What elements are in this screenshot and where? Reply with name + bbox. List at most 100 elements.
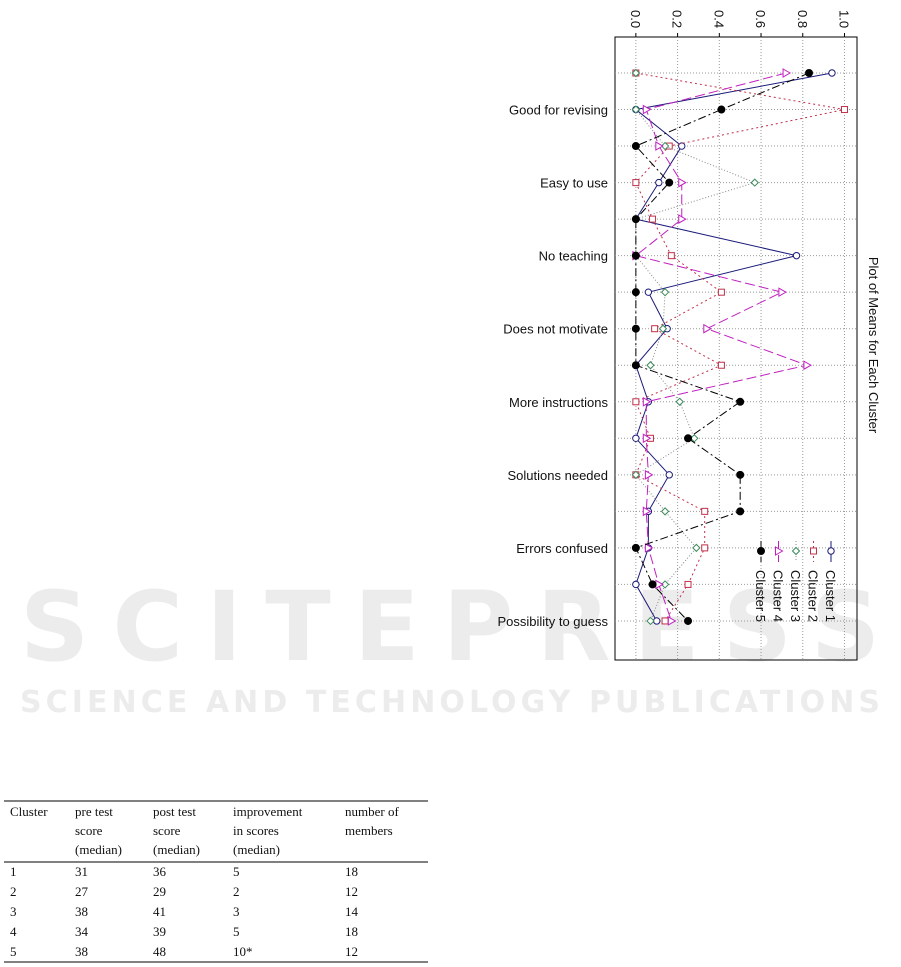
marker [750,178,759,187]
table-header: (median) [75,842,122,857]
table-cell: 12 [345,944,358,959]
series-line [635,73,757,622]
marker [675,397,684,406]
marker [665,471,673,479]
table-header: (median) [233,842,280,857]
legend-label: Cluster 4 [771,570,786,622]
marker [631,361,640,370]
marker [803,360,812,371]
table-header: Cluster [10,804,48,819]
y-tick-label: 0.2 [670,10,685,28]
table-cell: 10* [233,944,253,959]
table-cell: 18 [345,864,358,879]
table-cell: 41 [153,904,166,919]
category-label: Solutions needed [508,468,608,483]
table-cell: 38 [75,944,88,959]
legend-label: Cluster 1 [823,570,838,622]
series-line [635,72,845,622]
marker [660,507,670,516]
category-label: Does not motivate [503,322,608,337]
table-cell: 5 [233,924,240,939]
legend-marker [827,547,835,555]
marker [684,616,693,625]
marker [631,251,640,260]
table-cell: 1 [10,864,17,879]
table-cell: 31 [75,864,88,879]
y-tick-label: 0.8 [795,10,810,28]
legend-marker [810,547,817,555]
marker [631,288,640,297]
marker [644,543,654,553]
marker [655,141,664,151]
marker [660,287,670,297]
table-cell: 5 [233,864,240,879]
marker [642,396,652,407]
table-cell: 38 [75,904,88,919]
table-header: members [345,823,393,838]
table-header: improvement [233,804,303,819]
table-cell: 48 [153,944,166,959]
table-cell: 14 [345,904,359,919]
table-cell: 5 [10,944,17,959]
marker [703,323,712,334]
marker [805,69,814,77]
table-cell: 18 [345,924,358,939]
marker [632,398,640,406]
table-header: pre test [75,804,113,819]
marker [678,214,687,224]
marker [660,580,670,589]
marker [828,69,836,77]
marker [648,580,657,589]
table-cell: 2 [233,884,240,899]
legend-marker [791,546,801,556]
series-line [634,72,809,622]
marker [778,287,787,298]
category-label: Possibility to guess [497,614,608,629]
marker [644,469,654,480]
marker [651,325,659,333]
marker [684,580,692,588]
marker [649,215,657,223]
marker [717,288,725,296]
table-cell: 39 [153,924,166,939]
plot-frame [614,36,858,661]
table-cell: 29 [153,884,166,899]
marker [655,178,663,187]
legend-label: Cluster 2 [806,570,821,622]
category-label: Errors confused [516,541,608,556]
legend-label: Cluster 3 [788,570,803,622]
marker [642,104,652,115]
marker [736,397,745,406]
marker [632,580,640,589]
marker [736,470,745,479]
table-header: post test [153,804,196,819]
marker [631,470,641,480]
marker [692,543,701,553]
category-label: No teaching [539,249,608,264]
marker [631,215,640,224]
marker [678,177,687,188]
marker [678,142,686,150]
marker [665,178,674,187]
marker [701,544,709,552]
y-tick-label: 0.6 [753,10,768,28]
marker [632,434,640,442]
marker [840,106,848,114]
legend-marker [757,547,765,555]
marker [642,506,652,517]
marker [667,252,675,260]
series-line [635,72,810,622]
marker [631,142,640,151]
legend-marker [775,546,784,556]
marker [690,434,699,443]
watermark-subtitle: SCIENCE AND TECHNOLOGY PUBLICATIONS [20,685,880,720]
marker [642,433,652,444]
marker [717,105,726,114]
marker [684,434,693,443]
table-cell: 3 [233,904,240,919]
marker [632,179,640,187]
table-header: number of [345,804,399,819]
table-cell: 12 [345,884,358,899]
marker [646,361,655,370]
